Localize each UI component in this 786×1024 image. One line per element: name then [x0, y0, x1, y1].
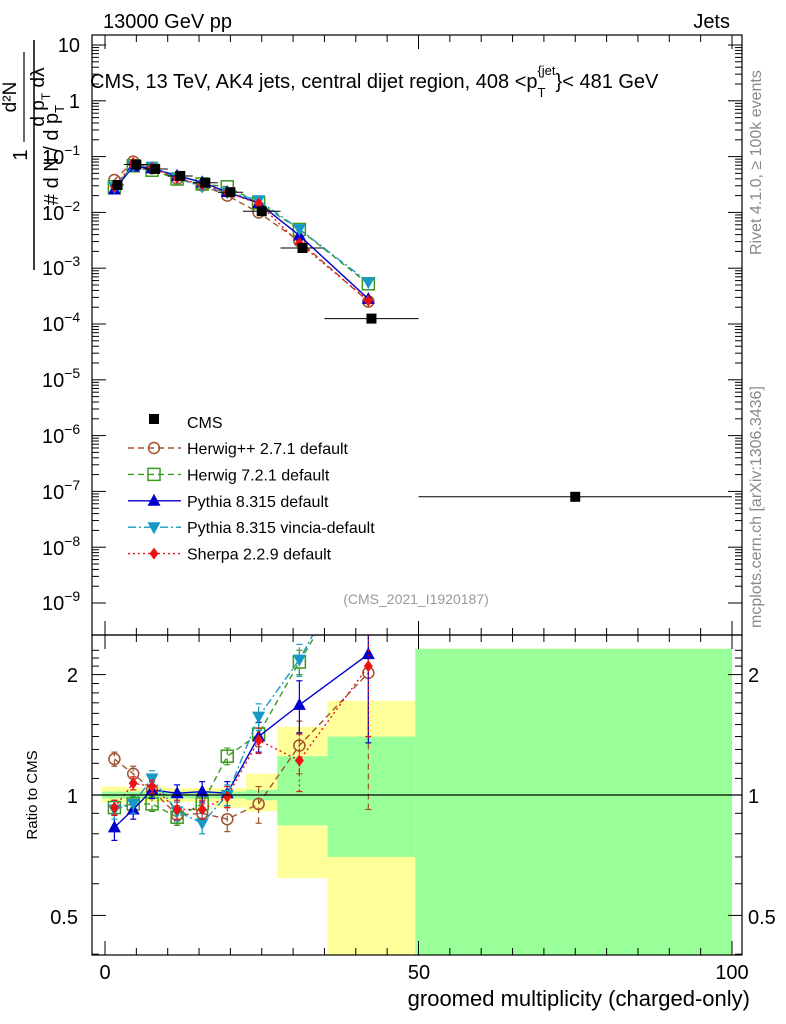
series-marker-ratio — [362, 540, 374, 552]
series-marker-main — [363, 294, 373, 307]
mcplots-label: mcplots.cern.ch [arXiv:1306.3436] — [748, 386, 765, 628]
series-marker-ratio — [361, 647, 375, 660]
series-marker-ratio — [195, 818, 209, 831]
y-tick-label-main: 10−3 — [42, 253, 80, 280]
legend-label: CMS — [187, 415, 223, 432]
series-marker-ratio — [109, 801, 119, 814]
svg-text:d²N: d²N — [0, 82, 21, 113]
y-tick-label-ratio-right: 2 — [748, 665, 759, 687]
y-tick-label-main: 10 — [58, 35, 80, 57]
rivet-version-label: Rivet 4.1.0, ≥ 100k events — [748, 70, 765, 255]
series-line-main — [113, 162, 369, 302]
series-marker-main — [292, 224, 306, 237]
y-tick-label-main: 10−6 — [42, 421, 80, 448]
series-marker-ratio — [292, 654, 306, 667]
category-label: Jets — [693, 11, 730, 33]
band-green — [327, 736, 416, 857]
series-line-ratio — [113, 672, 369, 820]
y-tick-label-ratio-right: 0.5 — [748, 907, 776, 929]
series-marker-ratio — [221, 812, 234, 826]
axis-ticks — [92, 35, 742, 955]
data-point — [150, 163, 161, 174]
data-point — [570, 491, 581, 502]
legend-marker — [147, 493, 161, 506]
series-line-main — [113, 165, 369, 285]
y-tick-label-ratio: 0.5 — [50, 907, 78, 929]
legend-label: Herwig++ 2.7.1 default — [187, 441, 349, 458]
series-line-ratio — [113, 665, 369, 811]
data-point — [366, 313, 377, 324]
series-marker-ratio — [222, 790, 232, 803]
series-line-main — [113, 165, 369, 300]
legend-label: Herwig 7.2.1 default — [187, 467, 330, 484]
y-tick-label-main: 10−9 — [42, 588, 80, 615]
legend-marker — [147, 441, 161, 455]
series-marker-ratio — [172, 803, 182, 816]
legend-label: Pythia 8.315 default — [187, 494, 329, 511]
series-line-ratio — [114, 635, 314, 825]
x-tick-label: 50 — [408, 962, 430, 984]
series-marker-ratio — [363, 660, 373, 673]
legend-marker — [149, 547, 159, 560]
series-marker-ratio — [252, 711, 266, 724]
series-marker-ratio — [254, 734, 264, 747]
energy-label: 13000 GeV pp — [103, 11, 232, 33]
series-marker-ratio — [294, 754, 304, 767]
y-tick-label-main: 1 — [69, 91, 80, 113]
y-tick-label-ratio: 2 — [67, 665, 78, 687]
legend-label: Sherpa 2.2.9 default — [187, 547, 332, 564]
data-point — [200, 177, 211, 188]
band-green — [277, 756, 328, 826]
data-point — [131, 159, 142, 170]
main-plot-series — [107, 155, 732, 502]
series-marker-ratio — [197, 803, 207, 816]
series-marker-main — [361, 277, 375, 290]
series-marker-ratio — [252, 797, 265, 811]
x-axis-title: groomed multiplicity (charged-only) — [408, 986, 750, 1011]
chart-title: CMS, 13 TeV, AK4 jets, central dijet reg… — [90, 63, 659, 100]
data-point — [256, 206, 267, 217]
legend-marker — [147, 522, 161, 535]
main-plot-frame — [91, 34, 743, 636]
data-point — [225, 187, 236, 198]
series-marker-ratio — [108, 752, 121, 766]
y-tick-label-main: 10−7 — [42, 477, 80, 504]
band-green — [415, 648, 732, 955]
analysis-id: (CMS_2021_I1920187) — [343, 591, 489, 607]
x-tick-label: 100 — [715, 962, 748, 984]
y-tick-label-ratio: 1 — [67, 786, 78, 808]
y-tick-label-main: 10−4 — [42, 309, 80, 336]
legend: CMS Herwig++ 2.7.1 default Herwig 7.2.1 d… — [128, 414, 375, 564]
y-tick-label-ratio-right: 1 — [748, 786, 759, 808]
ratio-y-axis-title: Ratio to CMS — [24, 750, 41, 839]
series-marker-ratio — [147, 780, 157, 793]
svg-text:1: 1 — [10, 149, 32, 160]
series-line-main — [113, 160, 369, 303]
uncertainty-bands — [101, 648, 732, 955]
y-tick-label-main: 10−5 — [42, 365, 80, 392]
legend-marker-cms — [149, 414, 159, 424]
series-marker-ratio — [195, 784, 209, 797]
svg-text:# d N / d pT: # d N / d pT — [41, 105, 67, 205]
y-tick-label-main: 10−8 — [42, 533, 80, 560]
data-point — [112, 179, 123, 190]
series-marker-ratio — [128, 777, 138, 790]
series-marker-ratio — [292, 697, 306, 710]
series-marker-ratio — [126, 798, 140, 811]
main-y-axis-title: 1 # d N / d pT d²N d pT dλ — [0, 40, 67, 270]
data-point — [175, 170, 186, 181]
x-tick-label: 0 — [99, 962, 110, 984]
data-point — [297, 243, 308, 254]
legend-label: Pythia 8.315 vincia-default — [187, 520, 375, 537]
series-marker-ratio — [107, 820, 121, 833]
legend-marker — [147, 467, 161, 482]
series-marker-ratio — [220, 749, 235, 763]
